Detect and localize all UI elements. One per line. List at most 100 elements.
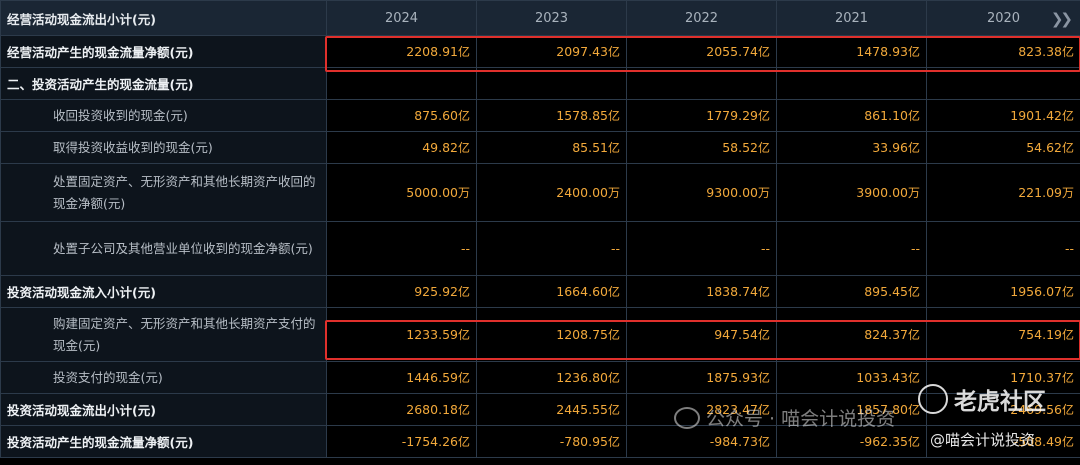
value-cell: 861.10亿: [776, 99, 927, 132]
value-cell: 2680.18亿: [326, 393, 477, 426]
row-label: 投资活动产生的现金流量净额(元): [0, 425, 327, 458]
year-header[interactable]: 2024: [326, 0, 477, 36]
value-cell: -962.35亿: [776, 425, 927, 458]
value-number: 1033.43: [856, 370, 908, 385]
value-cell: 823.38亿: [926, 35, 1080, 68]
row-label: 收回投资收到的现金(元): [0, 99, 327, 132]
value-number: 1478.93: [856, 44, 908, 59]
value-cell: 1664.60亿: [476, 275, 627, 308]
value-cell: 9300.00万: [626, 163, 777, 222]
value-cell: 54.62亿: [926, 131, 1080, 164]
row-label: 投资活动现金流出小计(元): [0, 393, 327, 426]
value-number: -508.49: [1013, 434, 1062, 449]
value-cell: --: [926, 221, 1080, 276]
value-unit: 亿: [607, 435, 620, 449]
value-unit: 亿: [907, 141, 920, 155]
value-number: 85.51: [572, 140, 608, 155]
value-unit: 亿: [757, 285, 770, 299]
value-cell: 49.82亿: [326, 131, 477, 164]
table-row: 投资支付的现金(元) 1446.59亿 1236.80亿 1875.93亿 1033.4…: [0, 361, 1080, 394]
value-number: 58.52: [722, 140, 758, 155]
value-unit: 亿: [757, 403, 770, 417]
value-unit: 亿: [607, 328, 620, 342]
value-number: 1875.93: [706, 370, 758, 385]
value-unit: 万: [457, 186, 470, 200]
value-cell: -508.49亿: [926, 425, 1080, 458]
row-label: 经营活动产生的现金流量净额(元): [0, 35, 327, 68]
value-cell: [926, 67, 1080, 100]
value-unit: 万: [757, 186, 770, 200]
value-unit: 亿: [907, 435, 920, 449]
value-unit: 万: [607, 186, 620, 200]
row-label: 取得投资收益收到的现金(元): [0, 131, 327, 164]
value-cell: 1233.59亿: [326, 307, 477, 362]
value-number: 2469.56: [1010, 402, 1062, 417]
value-cell: -780.95亿: [476, 425, 627, 458]
value-number: 895.45: [864, 284, 908, 299]
value-number: 2400.00: [556, 185, 608, 200]
value-cell: [326, 67, 477, 100]
row-label: 购建固定资产、无形资产和其他长期资产支付的现金(元): [0, 307, 327, 362]
header-label: 经营活动现金流出小计(元): [0, 0, 327, 36]
row-label: 二、投资活动产生的现金流量(元): [0, 67, 327, 100]
value-unit: 亿: [1061, 328, 1074, 342]
value-number: 3900.00: [856, 185, 908, 200]
year-header[interactable]: 2023: [476, 0, 627, 36]
value-cell: -1754.26亿: [326, 425, 477, 458]
wechat-watermark: 公众号 · 喵会计说投资: [674, 404, 895, 431]
value-cell: 1956.07亿: [926, 275, 1080, 308]
value-cell: 2469.56亿: [926, 393, 1080, 426]
value-unit: 万: [1061, 186, 1074, 200]
value-number: 2823.47: [706, 402, 758, 417]
value-cell: 2208.91亿: [326, 35, 477, 68]
value-unit: 亿: [757, 45, 770, 59]
value-cell: 1236.80亿: [476, 361, 627, 394]
value-number: --: [610, 241, 620, 256]
community-watermark: 老虎社区: [918, 382, 1046, 416]
table-row: 投资活动现金流出小计(元) 2680.18亿 2445.55亿 2823.47亿 185…: [0, 393, 1080, 426]
double-chevron-right-icon[interactable]: ❯❯: [1050, 10, 1073, 28]
value-unit: 亿: [457, 435, 470, 449]
table-row: 取得投资收益收到的现金(元) 49.82亿 85.51亿 58.52亿 33.96亿 54…: [0, 131, 1080, 164]
value-cell: 2400.00万: [476, 163, 627, 222]
value-unit: 亿: [607, 403, 620, 417]
value-unit: 万: [907, 186, 920, 200]
value-number: 1578.85: [556, 108, 608, 123]
value-cell: --: [476, 221, 627, 276]
handle-watermark: @喵会计说投资: [930, 431, 1036, 449]
table-row: 经营活动产生的现金流量净额(元) 2208.91亿 2097.43亿 2055.74亿…: [0, 35, 1080, 68]
year-header[interactable]: 2020: [926, 0, 1080, 36]
value-cell: 33.96亿: [776, 131, 927, 164]
table-row: 二、投资活动产生的现金流量(元): [0, 67, 1080, 100]
community-watermark-text: 老虎社区: [954, 389, 1046, 415]
value-unit: 亿: [457, 371, 470, 385]
value-number: -780.95: [559, 434, 608, 449]
value-number: 1901.42: [1010, 108, 1062, 123]
wechat-watermark-text: 公众号 · 喵会计说投资: [706, 408, 896, 430]
value-cell: 221.09万: [926, 163, 1080, 222]
value-unit: 亿: [907, 285, 920, 299]
value-number: 861.10: [864, 108, 908, 123]
value-unit: 亿: [1061, 45, 1074, 59]
value-number: 2208.91: [406, 44, 458, 59]
value-number: --: [910, 241, 920, 256]
value-number: 875.60: [414, 108, 458, 123]
value-number: -1754.26: [401, 434, 458, 449]
value-number: 2055.74: [706, 44, 758, 59]
year-header[interactable]: 2021: [776, 0, 927, 36]
value-unit: 亿: [1061, 403, 1074, 417]
value-cell: 1857.80亿: [776, 393, 927, 426]
table-row: 投资活动产生的现金流量净额(元) -1754.26亿 -780.95亿 -984.73…: [0, 425, 1080, 458]
value-unit: 亿: [607, 109, 620, 123]
value-number: --: [1064, 241, 1074, 256]
value-number: -984.73: [709, 434, 758, 449]
year-header[interactable]: 2022: [626, 0, 777, 36]
value-unit: 亿: [1061, 141, 1074, 155]
value-number: 1779.29: [706, 108, 758, 123]
value-cell: 754.19亿: [926, 307, 1080, 362]
value-number: 947.54: [714, 327, 758, 342]
value-number: 823.38: [1018, 44, 1062, 59]
value-number: 1446.59: [406, 370, 458, 385]
value-unit: 亿: [607, 45, 620, 59]
